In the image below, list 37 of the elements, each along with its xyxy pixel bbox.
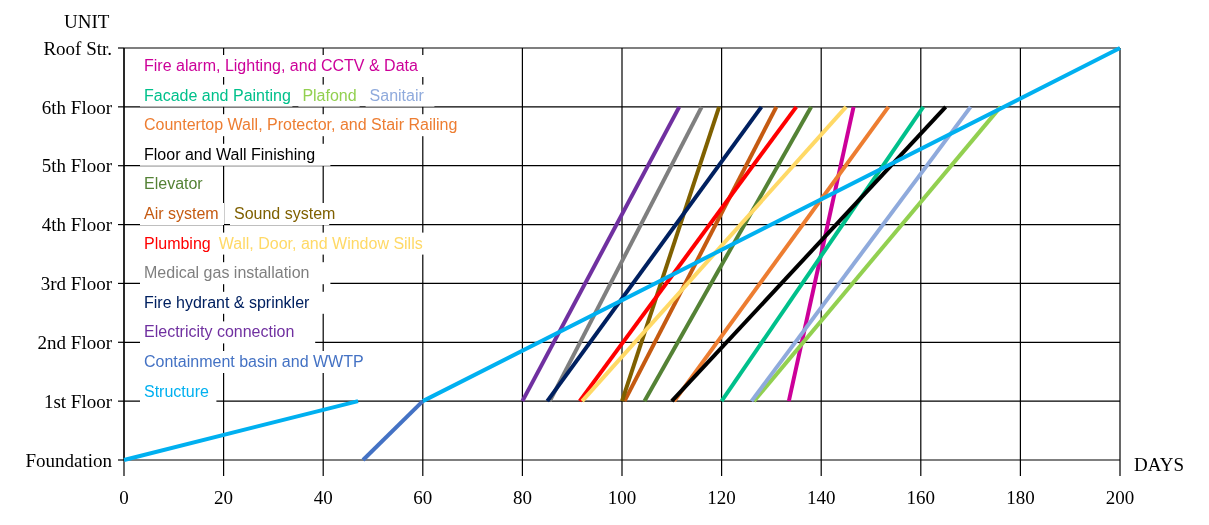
text: Countertop Wall, Protector, and Stair Railing [144, 116, 458, 134]
text: Air system [144, 205, 219, 222]
y-tick-label: 1st Floor [43, 390, 113, 412]
text: Elevator [144, 175, 204, 193]
text: Wall, Door, and Window Sills [218, 234, 423, 252]
y-tick-label: Roof Str. [43, 37, 112, 59]
x-tick-label: 200 [1105, 487, 1135, 508]
text: Facade and Painting [144, 86, 291, 104]
x-tick-label: 160 [906, 487, 936, 508]
x-tick-label: 20 [214, 487, 234, 508]
text: Containment basin and WWTP [144, 353, 364, 370]
y-tick-label: 3rd Floor [40, 273, 113, 295]
x-tick-label: 40 [313, 487, 333, 508]
y-axis-title: UNIT [64, 11, 110, 32]
text: Plafond [302, 86, 357, 104]
x-tick-label: 120 [707, 487, 736, 508]
text: Sanitair [369, 86, 425, 104]
text: Electricity connection [144, 323, 295, 341]
x-axis-title: DAYS [1134, 454, 1184, 475]
text: Floor and Wall Finishing [144, 145, 316, 163]
x-tick-label: 100 [607, 487, 637, 508]
text: Plumbing [144, 234, 211, 252]
y-tick-label: 6th Floor [41, 96, 113, 118]
text: Fire alarm, Lighting, and CCTV & Data [144, 57, 418, 74]
text: Medical gas installation [144, 264, 310, 282]
x-tick-label: 180 [1006, 487, 1035, 508]
y-tick-label: Foundation [25, 449, 113, 471]
x-tick-label: 80 [512, 487, 532, 508]
x-tick-label: 0 [119, 487, 129, 508]
x-tick-label: 140 [806, 487, 836, 508]
y-tick-label: 5th Floor [41, 155, 113, 177]
y-tick-label: 4th Floor [41, 214, 113, 236]
text: Structure [144, 382, 210, 400]
text: Fire hydrant & sprinkler [144, 293, 311, 311]
text: Sound system [234, 205, 336, 222]
y-tick-label: 2nd Floor [37, 331, 113, 353]
x-tick-label: 60 [413, 487, 433, 508]
